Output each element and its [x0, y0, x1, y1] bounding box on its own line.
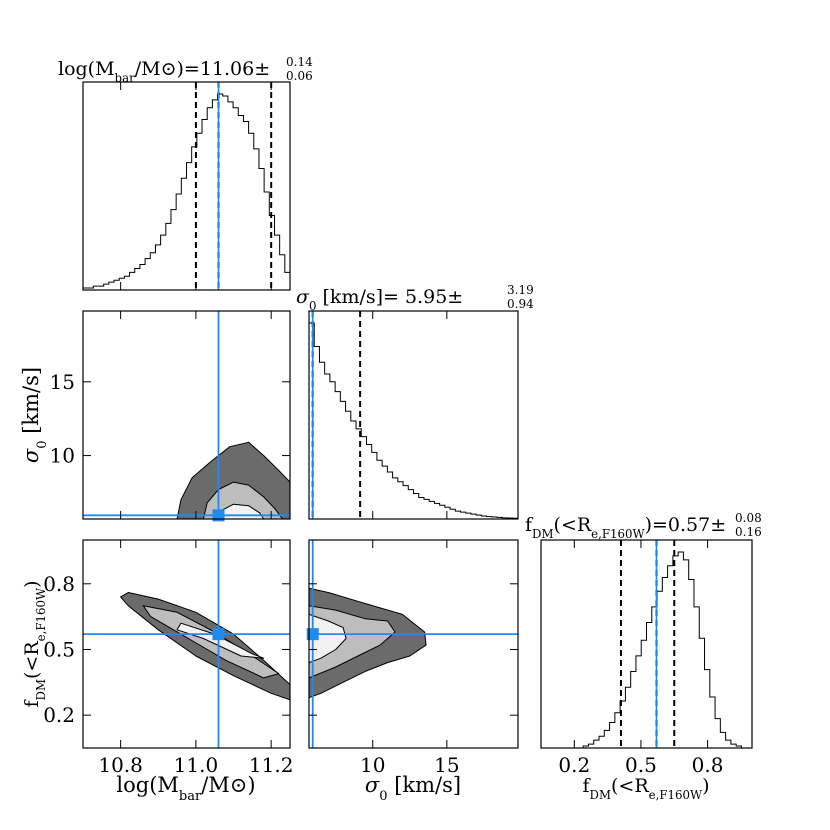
sigma-symbol: σ: [365, 773, 380, 797]
sigma-symbol: σ: [296, 286, 310, 308]
ytick-label-fdm: 0.2: [43, 703, 75, 727]
text-run: (<R: [611, 775, 649, 797]
text-run: ): [21, 580, 43, 587]
title-sigma0: σ0 [km/s]= 5.95±: [296, 286, 463, 313]
contour-layer: [120, 441, 427, 701]
subscript: 0: [379, 789, 387, 804]
contours-sigma0_vs_mbar: [176, 441, 290, 519]
axes-frame-mbar-hist: [82, 81, 291, 291]
subscript: DM: [590, 788, 611, 802]
subscript: DM: [532, 527, 553, 541]
line-layer: [83, 82, 676, 748]
axes-frame-sigma0-hist: [308, 310, 519, 520]
text-run: f: [21, 699, 43, 708]
text-run: (<R: [21, 641, 43, 679]
axes-frame-fdm-sigma0: [308, 539, 519, 749]
subscript: e,F160W: [591, 527, 645, 541]
text-run: /M: [201, 773, 230, 797]
sigma-symbol: σ: [19, 448, 43, 463]
text-run: [km/s]= 5.95±: [316, 286, 463, 308]
ylabel-fdm: fDM(<Re,F160W): [21, 580, 48, 707]
err-plus-mbar: 0.14: [286, 55, 313, 69]
err-minus-mbar: 0.06: [286, 69, 313, 83]
axes-layer: [82, 81, 753, 749]
subscript: e,F160W: [34, 587, 48, 641]
xlabel-sigma0: σ0 [km/s]: [365, 773, 461, 804]
text-run: ⊙)=11.06±: [161, 58, 271, 80]
text-run: [km/s]: [388, 773, 462, 797]
subscript: bar: [179, 789, 202, 804]
ytick-label-sigma0: 15: [50, 370, 75, 394]
text-run: (<R: [554, 514, 592, 536]
best-marker-fdm_vs_sigma0: [306, 628, 319, 641]
best-marker-fdm_vs_mbar: [212, 628, 225, 641]
xlabel-fdm: fDM(<Re,F160W): [582, 775, 709, 802]
err-plus-sigma0: 3.19: [507, 283, 534, 297]
subscript: 0: [35, 440, 50, 448]
xtick-label-mbar: 10.8: [98, 753, 143, 777]
err-plus-fdm: 0.08: [735, 511, 762, 525]
contour-inner-fdm_vs_sigma0: [309, 613, 347, 664]
histogram-layer: [82, 93, 752, 749]
text-run: )=0.57±: [645, 514, 727, 536]
xlabel-mbar: log(Mbar/M⊙): [116, 773, 255, 804]
ytick-label-fdm: 0.8: [43, 572, 75, 596]
text-run: f: [582, 775, 591, 797]
subscript: DM: [34, 679, 48, 700]
title-fdm: fDM(<Re,F160W)=0.57±: [525, 514, 726, 541]
histogram-sigma0: [308, 322, 519, 519]
axes-frame-fdm-hist: [540, 539, 753, 749]
xtick-label-fdm: 0.5: [625, 753, 657, 777]
xtick-label-fdm: 0.8: [692, 753, 724, 777]
text-run: /M: [135, 58, 161, 80]
text-layer: 10.8 11.0 11.2 10 15 0.2 0.5 0.8 10 15 0.2 0.5 0.8 lo…: [19, 55, 762, 804]
subscript: e,F160W: [649, 788, 703, 802]
axes-frame-fdm-mbar: [82, 539, 291, 749]
err-minus-sigma0: 0.94: [507, 297, 534, 311]
ytick-label-sigma0: 10: [50, 444, 75, 468]
text-run: ): [702, 775, 709, 797]
xtick-label-sigma0: 15: [434, 753, 459, 777]
text-run: log(M: [116, 773, 179, 797]
xtick-label-mbar: 11.2: [249, 753, 294, 777]
xtick-label-mbar: 11.0: [174, 753, 219, 777]
text-run: log(M: [58, 58, 115, 80]
xtick-label-sigma0: 10: [360, 753, 385, 777]
ylabel-sigma0: σ0 [km/s]: [19, 367, 50, 463]
contours-fdm_vs_mbar: [120, 592, 290, 701]
text-run: ⊙): [230, 773, 256, 797]
title-mbar: log(Mbar/M⊙)=11.06±: [58, 58, 270, 85]
xtick-label-fdm: 0.2: [558, 753, 590, 777]
contours-fdm_vs_sigma0: [309, 587, 427, 699]
text-run: f: [525, 514, 534, 536]
axes-frame-sigma0-mbar: [82, 310, 291, 520]
err-minus-fdm: 0.16: [735, 525, 762, 539]
text-run: [km/s]: [19, 367, 43, 441]
histogram-mbar: [82, 93, 291, 290]
subscript: 0: [309, 299, 317, 313]
histogram-fdm: [541, 551, 752, 749]
best-marker-sigma0_vs_mbar: [212, 509, 225, 522]
subscript: bar: [115, 71, 136, 85]
ytick-label-fdm: 0.5: [43, 637, 75, 661]
